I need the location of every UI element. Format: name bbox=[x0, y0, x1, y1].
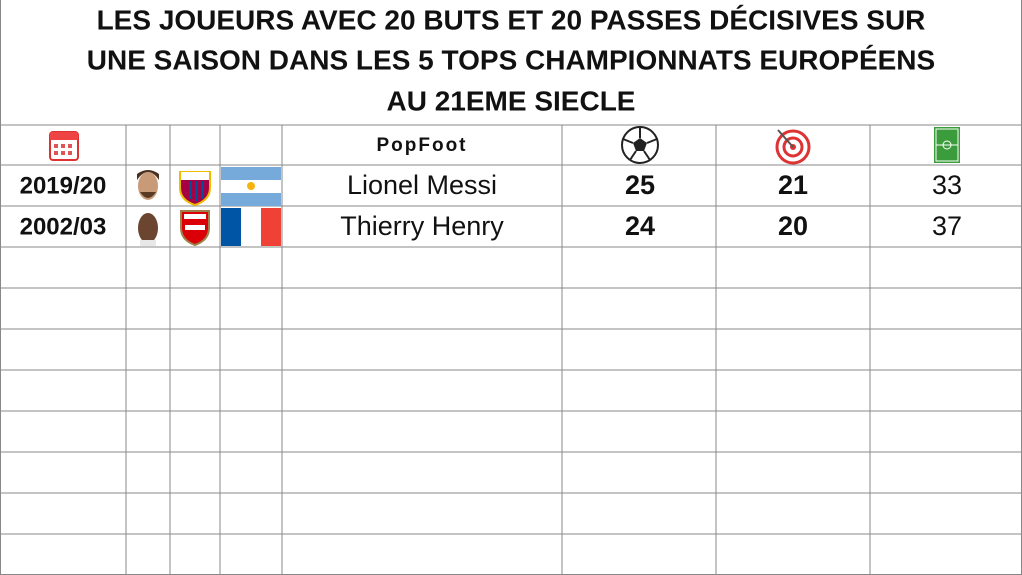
logo: PopFoot bbox=[376, 135, 467, 156]
goals: 25 bbox=[625, 170, 655, 200]
player-photo bbox=[137, 170, 159, 200]
club-crest bbox=[180, 210, 210, 247]
title-line: UNE SAISON DANS LES 5 TOPS CHAMPIONNATS … bbox=[87, 44, 935, 75]
club-crest bbox=[179, 171, 211, 207]
season: 2019/20 bbox=[20, 172, 107, 199]
country-flag bbox=[221, 167, 281, 206]
country-flag bbox=[221, 208, 281, 246]
player-photo bbox=[138, 213, 158, 246]
season: 2002/03 bbox=[20, 213, 107, 240]
matches: 33 bbox=[932, 170, 962, 200]
matches: 37 bbox=[932, 211, 962, 241]
title-line: AU 21EME SIECLE bbox=[387, 85, 636, 116]
player-name: Thierry Henry bbox=[340, 211, 504, 241]
pitch-icon bbox=[934, 127, 960, 163]
calendar-icon bbox=[49, 131, 79, 161]
ball-icon bbox=[621, 126, 659, 164]
table-rows: 2019/20 Lionel Messi 25 21 33 2002/03 Thierry … bbox=[20, 170, 962, 241]
player-name: Lionel Messi bbox=[347, 170, 497, 200]
target-icon bbox=[775, 129, 811, 165]
assists: 20 bbox=[778, 211, 808, 241]
assists: 21 bbox=[778, 170, 808, 200]
goals: 24 bbox=[625, 211, 655, 241]
title-line: LES JOUEURS AVEC 20 BUTS ET 20 PASSES DÉ… bbox=[97, 4, 926, 35]
